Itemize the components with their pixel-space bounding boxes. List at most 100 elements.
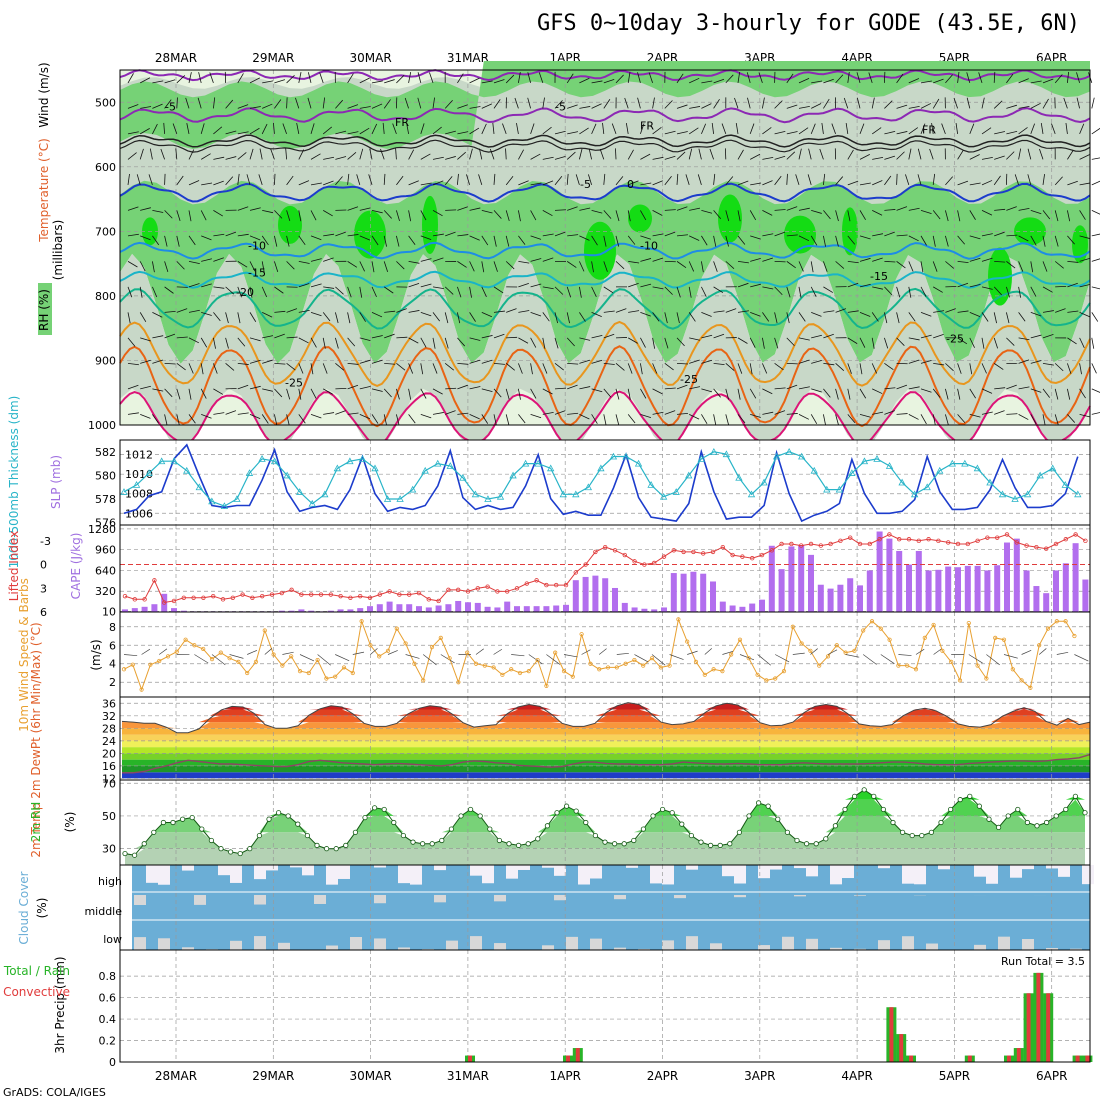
wind-speed-marker [922,635,927,640]
rh-marker [266,816,272,822]
wind-barb [567,206,578,211]
rh-bright-cell [988,247,1012,306]
wind-barb [734,97,739,109]
cape-bar [171,608,177,612]
wind-barb [347,173,350,185]
precip-convective-bar [909,1055,913,1062]
wind-barb [506,336,518,339]
wind-barb [994,260,1006,263]
date-label-top: 28MAR [155,51,197,65]
wind-speed-marker [729,652,734,657]
high-cloud-clear [554,865,566,876]
li-marker [681,549,686,555]
wind-barb [981,210,993,216]
rh-band [125,848,1085,865]
wind-speed-line [123,617,1075,692]
wind-barb [127,73,134,84]
wind-barb [359,261,365,272]
wind-barb [591,80,603,84]
thickness-marker [810,466,818,474]
wind-barb [188,260,200,264]
temperature-band [122,715,1090,723]
wind-barb [859,337,866,348]
wind-barb [798,286,802,298]
wind-barb [347,384,359,390]
wind-barb [664,410,676,415]
wind-barb [249,359,261,364]
wind-barb [737,210,741,222]
wind-barb [1030,102,1041,109]
wind-barb [209,72,214,84]
wind-barb [310,388,317,399]
wind-barb [347,286,352,298]
wind-barb [920,235,927,246]
wind-speed-marker [377,654,382,659]
high-cloud-clear [1082,865,1094,885]
wind-barb [701,80,713,84]
wind-barb [969,363,973,375]
cape-bar [376,604,383,612]
rh-marker [132,852,138,858]
rh-marker [573,808,579,814]
wind-barb [408,283,420,288]
wind-barb [285,148,287,160]
wind-barb [993,100,1003,109]
rh-marker [621,841,627,847]
wind-barb [444,100,453,109]
wind-speed-marker [280,663,285,668]
wind-barb [725,308,737,313]
li-marker [612,548,618,553]
wind-barb [908,413,919,420]
wind-barb [859,363,863,375]
wind-barb [932,173,936,185]
thickness-marker [471,490,480,498]
wind-barb [347,312,351,324]
wind-speed-marker [183,637,188,642]
wind-barb [530,413,542,419]
low-cloud [1046,947,1058,950]
rh-marker [496,837,502,844]
wind-barb [774,312,778,324]
low-cloud [998,936,1010,950]
wind-speed-marker [553,650,558,655]
temperature-band [122,747,1090,754]
wind-barb [1091,180,1100,186]
high-cloud-clear [146,865,158,883]
wind-barb [823,362,835,366]
wind-barb [322,126,333,135]
wind-barb [1042,98,1049,109]
thickness-marker [597,464,605,472]
wind-barb [1079,210,1086,220]
low-cloud [278,942,290,950]
surface-wind-barb [651,654,666,666]
wind-barb [493,99,501,109]
thickness-marker [358,455,367,462]
wind-barb [774,286,783,296]
wind-barb [530,337,537,348]
wind-barb [201,235,212,241]
wind-barb [847,282,859,288]
wind-barb [795,174,800,186]
thickness-marker [1049,464,1057,472]
wind-barb [298,337,309,344]
wind-barb [140,106,152,109]
wind-barb [994,155,1005,160]
thickness-marker [308,499,316,507]
wind-barb [575,174,580,186]
surface-wind-barb [158,648,168,655]
wind-barb [908,286,912,298]
slp-line [123,443,1079,523]
wind-barb [481,312,493,318]
cape-bar [582,576,589,612]
wind-barb [685,174,690,186]
wind-barb [225,312,229,324]
wind-barb [140,77,151,84]
wind-barb [896,286,901,298]
wind-barb [213,363,218,374]
wind-speed-marker [121,667,127,672]
wind-barb [408,388,412,400]
wind-barb [750,182,762,186]
wind-barb [188,388,192,400]
wind-barb [530,123,535,135]
wind-barb [884,260,896,263]
